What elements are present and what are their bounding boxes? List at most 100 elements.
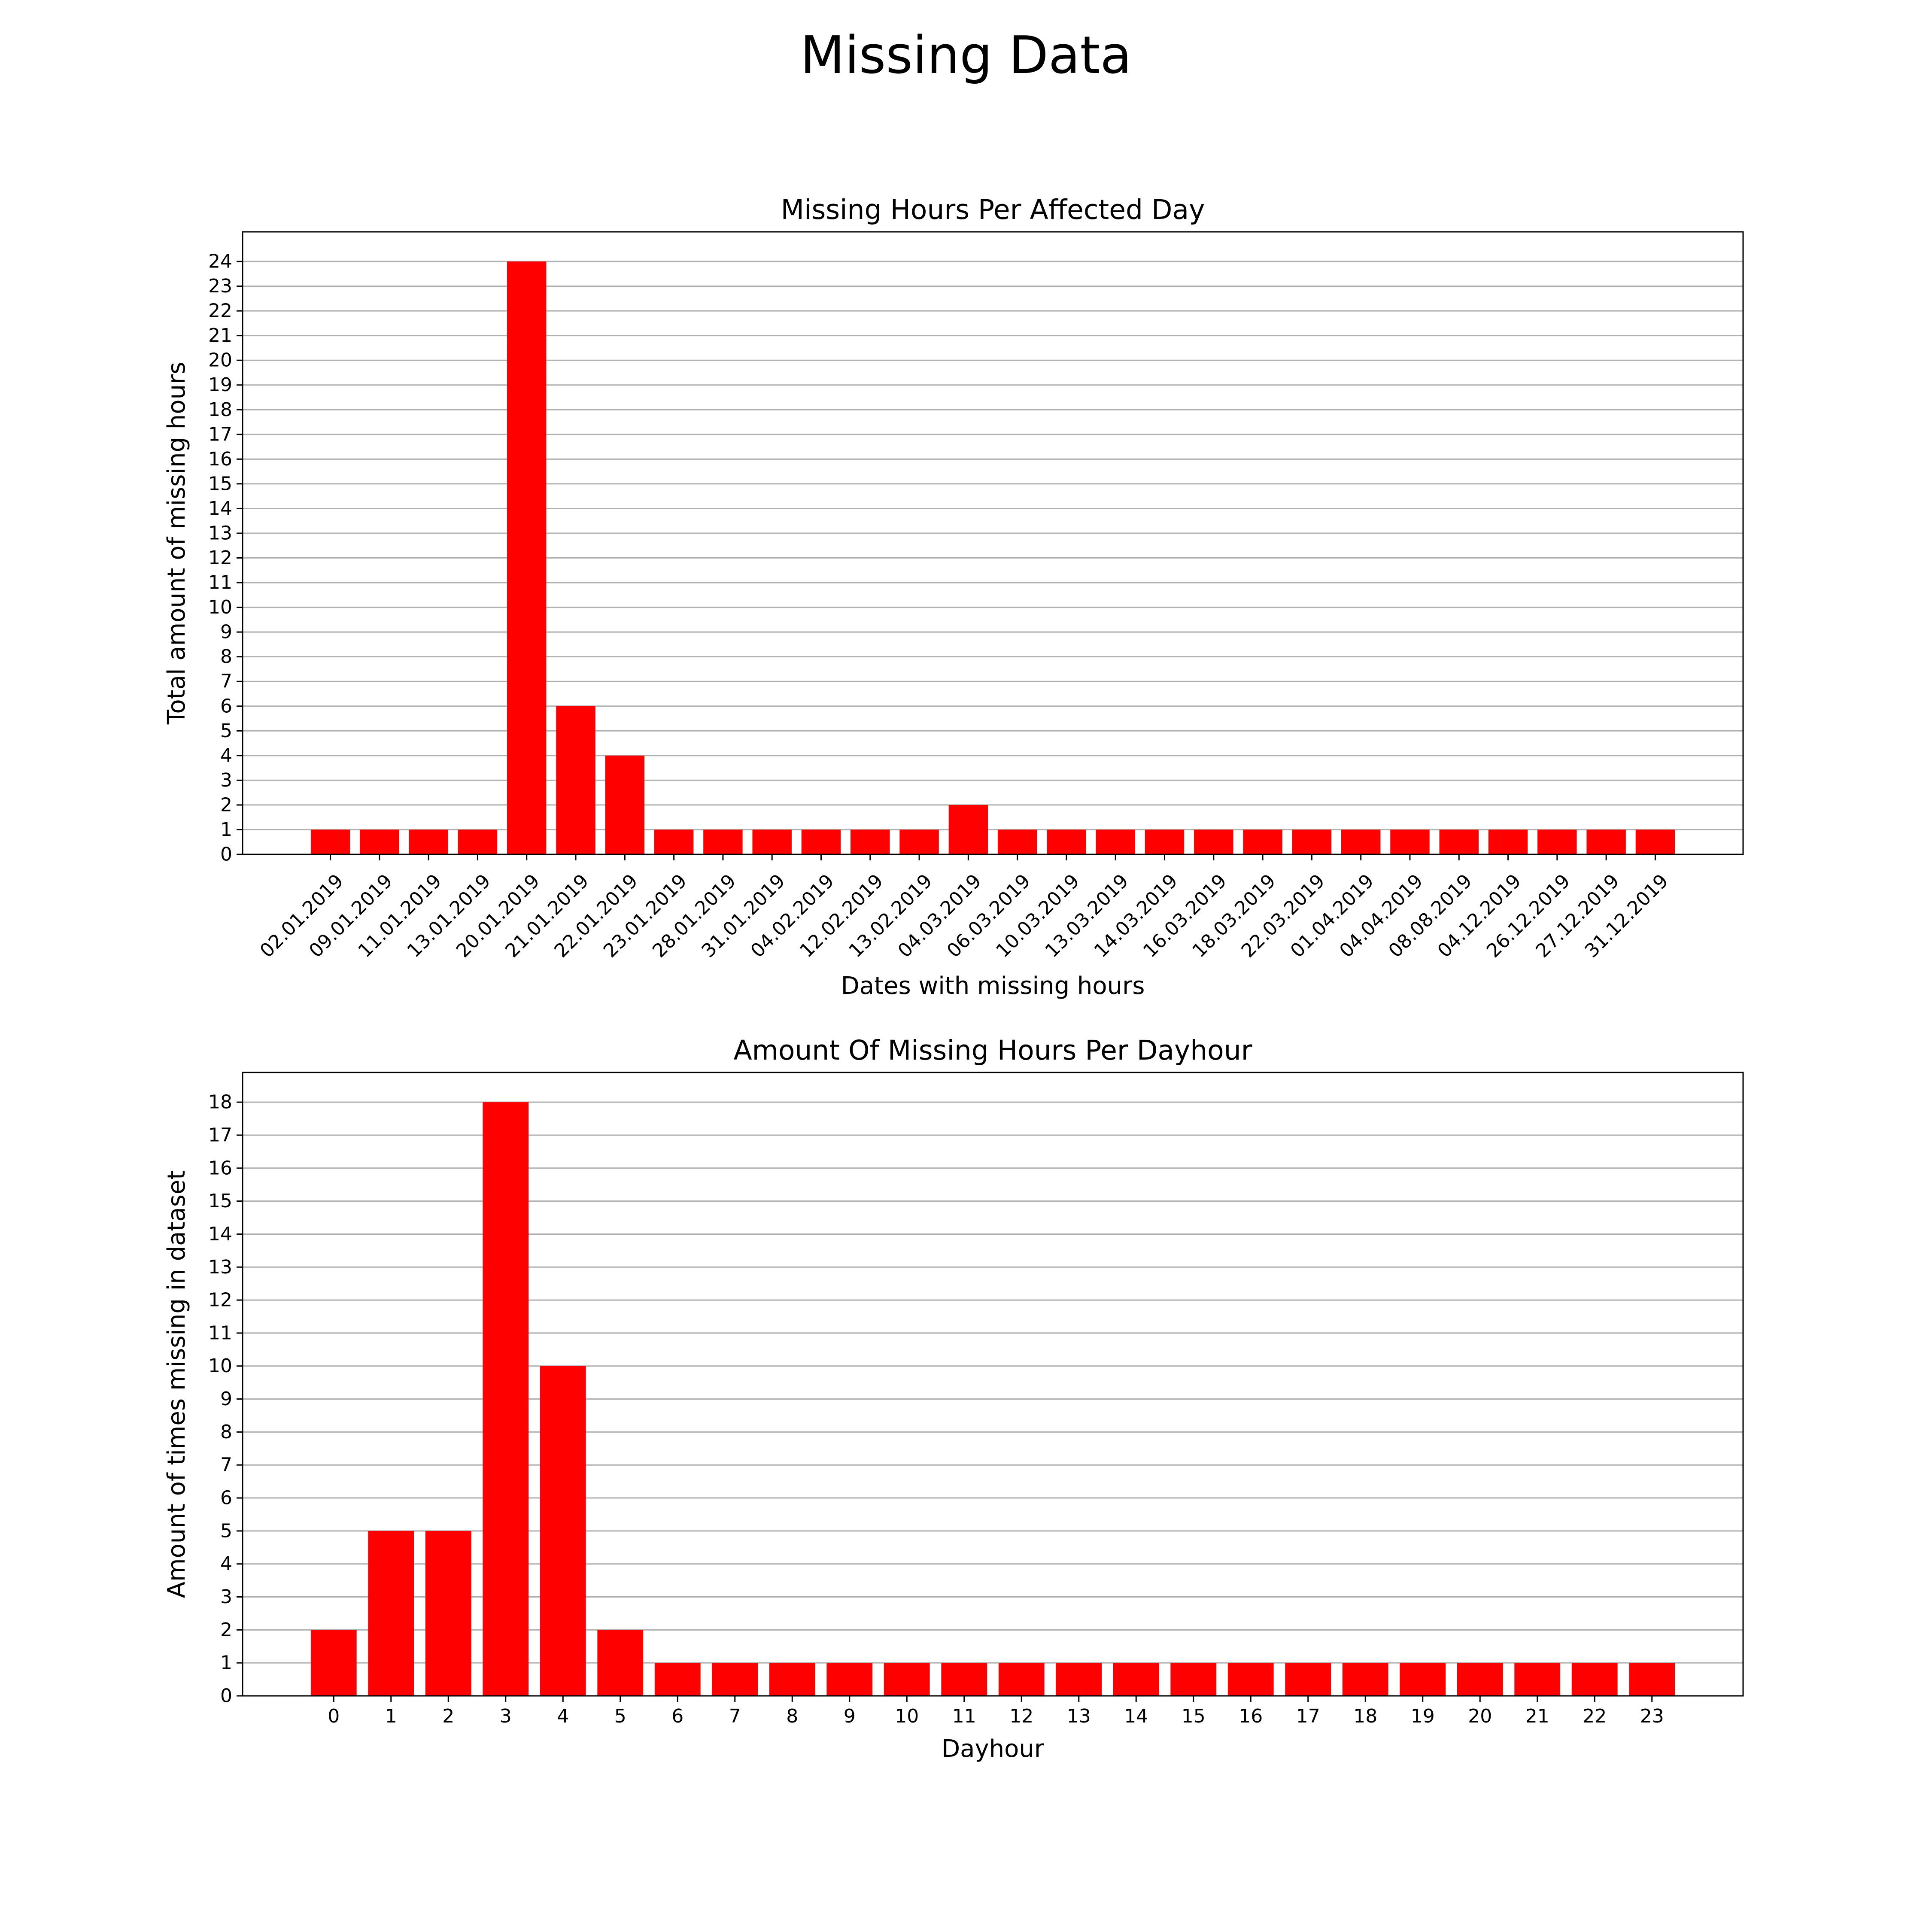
bar bbox=[1571, 1663, 1618, 1696]
bar bbox=[605, 755, 645, 854]
bar bbox=[1047, 829, 1086, 854]
bar bbox=[540, 1366, 586, 1696]
x-tick-label: 18 bbox=[1353, 1705, 1377, 1727]
y-tick-label: 15 bbox=[208, 1190, 232, 1212]
bar bbox=[1292, 829, 1332, 854]
bar bbox=[1514, 1663, 1561, 1696]
bar bbox=[556, 706, 595, 854]
bar bbox=[458, 829, 498, 854]
bar bbox=[368, 1531, 414, 1696]
bar bbox=[1170, 1663, 1217, 1696]
x-tick-label: 15 bbox=[1182, 1705, 1206, 1727]
y-tick-label: 23 bbox=[208, 275, 232, 297]
y-tick-label: 14 bbox=[208, 498, 232, 519]
y-tick-label: 9 bbox=[220, 621, 232, 643]
x-tick-label: 17 bbox=[1296, 1705, 1320, 1727]
y-tick-label: 10 bbox=[208, 1355, 232, 1377]
y-tick-label: 1 bbox=[220, 819, 232, 841]
bar bbox=[1227, 1663, 1274, 1696]
y-tick-label: 17 bbox=[208, 1124, 232, 1146]
x-tick-label: 22 bbox=[1583, 1705, 1607, 1727]
y-tick-label: 16 bbox=[208, 1157, 232, 1179]
bar bbox=[712, 1663, 758, 1696]
bar bbox=[1194, 829, 1233, 854]
bar bbox=[851, 829, 890, 854]
bar bbox=[1096, 829, 1135, 854]
y-tick-label: 24 bbox=[208, 251, 232, 273]
y-tick-label: 8 bbox=[220, 1421, 232, 1443]
y-tick-label: 11 bbox=[208, 572, 232, 594]
y-tick-label: 4 bbox=[220, 744, 232, 766]
y-tick-label: 17 bbox=[208, 423, 232, 445]
y-tick-label: 1 bbox=[220, 1652, 232, 1674]
y-tick-label: 13 bbox=[208, 1256, 232, 1278]
y-tick-label: 12 bbox=[208, 547, 232, 569]
x-tick-label: 6 bbox=[671, 1705, 683, 1727]
y-tick-label: 18 bbox=[208, 399, 232, 421]
y-tick-label: 11 bbox=[208, 1322, 232, 1344]
bar bbox=[1635, 829, 1675, 854]
axes-frame bbox=[242, 1072, 1744, 1697]
chart-missing-hours-per-day: 0123456789101112131415161718192021222324… bbox=[163, 194, 1744, 1000]
figure-title: Missing Data bbox=[800, 26, 1132, 85]
bar bbox=[941, 1663, 987, 1696]
bar bbox=[899, 829, 939, 854]
y-tick-label: 22 bbox=[208, 300, 232, 322]
bar bbox=[310, 1630, 357, 1696]
y-tick-label: 3 bbox=[220, 769, 232, 791]
bar bbox=[1243, 829, 1282, 854]
y-tick-label: 15 bbox=[208, 473, 232, 495]
y-tick-label: 3 bbox=[220, 1586, 232, 1608]
y-tick-label: 13 bbox=[208, 522, 232, 544]
bar bbox=[1457, 1663, 1503, 1696]
x-tick-label: 1 bbox=[385, 1705, 397, 1727]
chart-title: Amount Of Missing Hours Per Dayhour bbox=[733, 1035, 1252, 1066]
y-axis-label: Total amount of missing hours bbox=[163, 362, 191, 725]
bar bbox=[1056, 1663, 1102, 1696]
x-axis-label: Dates with missing hours bbox=[841, 972, 1145, 1000]
axes-frame bbox=[242, 231, 1744, 855]
x-tick-label: 9 bbox=[844, 1705, 856, 1727]
y-tick-label: 0 bbox=[220, 1685, 232, 1707]
x-tick-label: 14 bbox=[1124, 1705, 1148, 1727]
x-tick-label: 10 bbox=[895, 1705, 919, 1727]
x-tick-label: 4 bbox=[557, 1705, 569, 1727]
y-tick-label: 20 bbox=[208, 349, 232, 371]
bar bbox=[1488, 829, 1528, 854]
x-tick-label: 5 bbox=[614, 1705, 626, 1727]
bar bbox=[1586, 829, 1626, 854]
x-axis-label: Dayhour bbox=[942, 1735, 1045, 1763]
y-tick-label: 6 bbox=[220, 695, 232, 717]
x-tick-label: 13 bbox=[1067, 1705, 1091, 1727]
y-tick-label: 21 bbox=[208, 325, 232, 346]
y-tick-label: 10 bbox=[208, 596, 232, 618]
y-tick-label: 2 bbox=[220, 794, 232, 816]
bar bbox=[409, 829, 448, 854]
bar bbox=[654, 1663, 701, 1696]
bar bbox=[360, 829, 399, 854]
bar bbox=[998, 1663, 1045, 1696]
bar bbox=[769, 1663, 815, 1696]
y-axis-label: Amount of times missing in dataset bbox=[163, 1170, 191, 1598]
x-tick-label: 3 bbox=[500, 1705, 512, 1727]
x-tick-label: 23 bbox=[1640, 1705, 1664, 1727]
bar bbox=[703, 829, 743, 854]
bar bbox=[826, 1663, 873, 1696]
bar bbox=[1390, 829, 1430, 854]
y-tick-label: 0 bbox=[220, 844, 232, 866]
bar bbox=[654, 829, 694, 854]
bar bbox=[507, 261, 547, 854]
y-tick-label: 2 bbox=[220, 1619, 232, 1641]
y-tick-label: 8 bbox=[220, 646, 232, 668]
bar bbox=[425, 1531, 471, 1696]
bar bbox=[948, 805, 988, 854]
y-tick-label: 7 bbox=[220, 1454, 232, 1476]
y-tick-label: 6 bbox=[220, 1487, 232, 1509]
x-tick-label: 12 bbox=[1009, 1705, 1033, 1727]
y-tick-label: 12 bbox=[208, 1289, 232, 1311]
bar bbox=[1342, 1663, 1388, 1696]
bar bbox=[1341, 829, 1381, 854]
bar bbox=[1113, 1663, 1159, 1696]
